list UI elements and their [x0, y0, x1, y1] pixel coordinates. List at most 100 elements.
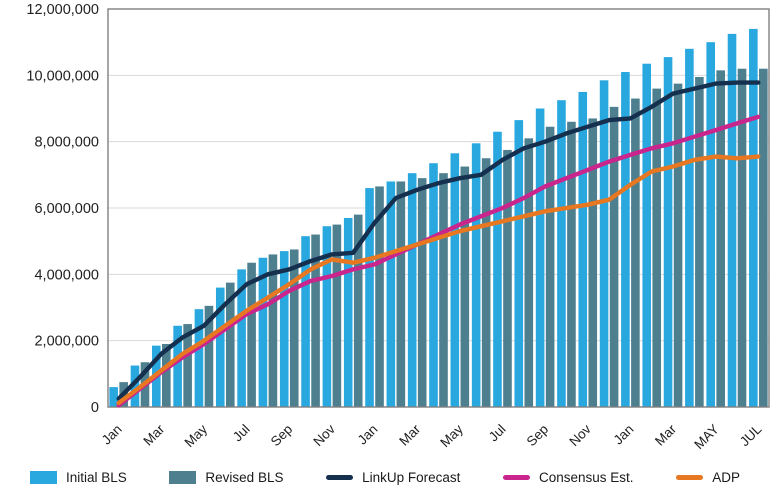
legend-item-consensus-est-: Consensus Est.: [503, 470, 634, 485]
line-adp: [116, 154, 761, 406]
bar-initial-bls: [173, 325, 182, 407]
bar-revised-bls: [460, 166, 470, 407]
x-tick-label: Nov: [566, 421, 594, 449]
bar-revised-bls: [481, 158, 491, 407]
bar-initial-bls: [322, 226, 332, 407]
bar-revised-bls: [289, 249, 299, 407]
legend-swatch-revised-bls: [169, 471, 197, 484]
bar-revised-bls: [311, 234, 320, 407]
x-tick-label: Mar: [652, 421, 679, 448]
x-tick-label: JUL: [737, 421, 765, 449]
line-linkup-forecast: [116, 80, 761, 401]
bar-revised-bls: [545, 126, 555, 408]
x-tick-label: Jan: [99, 422, 125, 448]
x-tick-label: Jul: [230, 422, 253, 445]
bar-initial-bls: [130, 365, 140, 407]
x-tick-label: Jan: [355, 422, 381, 448]
bar-revised-bls: [225, 282, 235, 408]
bar-initial-bls: [514, 120, 524, 408]
bar-revised-bls: [567, 121, 576, 408]
bar-revised-bls: [759, 68, 768, 407]
bar-revised-bls: [247, 262, 256, 407]
legend-swatch-consensus-est-: [503, 475, 531, 480]
bar-initial-bls: [471, 143, 481, 407]
legend-swatch-adp: [676, 475, 704, 480]
bar-initial-bls: [685, 48, 694, 408]
bar-revised-bls: [695, 76, 704, 408]
x-tick-label: Sep: [268, 422, 296, 450]
bar-initial-bls: [749, 28, 758, 408]
chart-legend: Initial BLS Revised BLS LinkUp Forecast Con…: [0, 470, 780, 485]
bar-initial-bls: [493, 131, 502, 407]
x-tick-label: Mar: [140, 421, 167, 448]
bar-revised-bls: [162, 343, 171, 407]
bar-initial-bls: [621, 72, 630, 408]
bar-initial-bls: [386, 181, 396, 407]
bar-initial-bls: [365, 188, 374, 407]
bar-revised-bls: [375, 186, 384, 407]
bar-initial-bls: [578, 91, 588, 408]
bar-initial-bls: [279, 251, 289, 407]
bar-initial-bls: [407, 173, 417, 407]
x-tick-label: Mar: [396, 421, 423, 448]
plot-border: [107, 8, 770, 408]
bar-revised-bls: [631, 98, 640, 408]
bar-revised-bls: [737, 68, 747, 407]
bar-initial-bls: [301, 236, 310, 407]
bar-initial-bls: [535, 108, 545, 407]
y-tick-label: 4,000,000: [34, 267, 99, 283]
y-tick-label: 8,000,000: [34, 135, 99, 151]
bar-revised-bls: [204, 305, 214, 407]
bar-initial-bls: [599, 80, 609, 407]
legend-label-adp: ADP: [712, 470, 740, 485]
legend-item-initial-bls: Initial BLS: [30, 470, 127, 485]
bar-revised-bls: [673, 83, 683, 408]
legend-item-linkup-forecast: LinkUp Forecast: [326, 470, 460, 485]
bar-revised-bls: [183, 324, 192, 407]
bar-revised-bls: [268, 254, 278, 407]
y-tick-label: 6,000,000: [34, 201, 99, 217]
x-tick-label: Jul: [486, 422, 509, 445]
y-tick-label: 12,000,000: [26, 2, 99, 18]
bar-initial-bls: [343, 217, 353, 407]
x-tick-label: May: [181, 421, 210, 450]
bar-initial-bls: [237, 269, 246, 407]
x-tick-label: Sep: [524, 422, 552, 450]
bar-revised-bls: [652, 88, 662, 407]
legend-label-initial-bls: Initial BLS: [66, 470, 127, 485]
x-tick-label: Jan: [611, 422, 637, 448]
bar-revised-bls: [439, 173, 448, 407]
legend-label-consensus-est-: Consensus Est.: [539, 470, 634, 485]
bar-initial-bls: [258, 257, 268, 407]
y-tick-label: 2,000,000: [34, 334, 99, 350]
bar-revised-bls: [353, 214, 363, 407]
bar-initial-bls: [557, 100, 566, 408]
bar-revised-bls: [524, 138, 534, 407]
bar-revised-bls: [609, 106, 619, 407]
bar-revised-bls: [503, 149, 512, 407]
bar-initial-bls: [215, 287, 225, 407]
y-tick-label: 0: [91, 400, 99, 416]
legend-swatch-linkup-forecast: [326, 475, 354, 480]
legend-item-revised-bls: Revised BLS: [169, 470, 283, 485]
chart-plot-area: 0 2,000,000 4,000,000 6,000,000 8,000,000 10,…: [26, 2, 770, 452]
bar-initial-bls: [727, 33, 737, 408]
legend-swatch-initial-bls: [30, 471, 57, 484]
bar-initial-bls: [706, 42, 715, 408]
legend-label-revised-bls: Revised BLS: [205, 470, 284, 485]
bar-initial-bls: [194, 309, 204, 407]
bar-revised-bls: [417, 178, 427, 407]
x-tick-label: Nov: [310, 421, 338, 449]
bar-revised-bls: [396, 181, 406, 407]
legend-item-adp: ADP: [676, 470, 740, 485]
line-consensus-est-: [116, 114, 761, 408]
bar-initial-bls: [450, 153, 460, 407]
bar-initial-bls: [642, 63, 652, 407]
legend-label-linkup-forecast: LinkUp Forecast: [362, 470, 461, 485]
bar-initial-bls: [109, 387, 118, 407]
bar-initial-bls: [663, 57, 673, 408]
bar-revised-bls: [716, 70, 725, 408]
bar-initial-bls: [429, 163, 438, 407]
y-tick-label: 10,000,000: [26, 68, 99, 84]
